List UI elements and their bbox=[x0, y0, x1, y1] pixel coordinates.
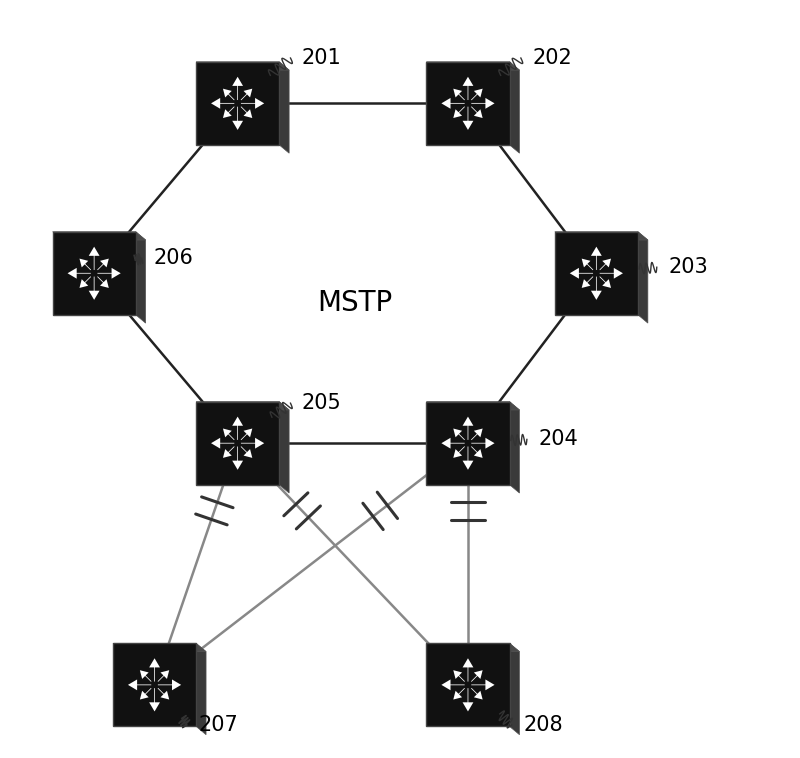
FancyArrow shape bbox=[79, 277, 91, 288]
Polygon shape bbox=[196, 402, 289, 410]
FancyArrow shape bbox=[89, 246, 99, 270]
FancyArrow shape bbox=[442, 98, 465, 108]
FancyArrow shape bbox=[232, 417, 243, 440]
Polygon shape bbox=[638, 232, 648, 323]
FancyArrow shape bbox=[471, 106, 482, 118]
FancyArrow shape bbox=[599, 258, 611, 270]
FancyArrow shape bbox=[211, 438, 234, 449]
FancyArrow shape bbox=[442, 679, 465, 691]
FancyArrow shape bbox=[211, 98, 234, 108]
FancyArrow shape bbox=[223, 446, 234, 458]
FancyArrow shape bbox=[570, 268, 593, 279]
FancyArrow shape bbox=[158, 679, 181, 691]
FancyArrow shape bbox=[241, 98, 264, 108]
FancyArrow shape bbox=[97, 258, 109, 270]
FancyArrow shape bbox=[454, 428, 465, 440]
FancyBboxPatch shape bbox=[196, 62, 279, 145]
Text: 204: 204 bbox=[538, 430, 578, 449]
FancyArrow shape bbox=[454, 688, 465, 700]
FancyArrow shape bbox=[241, 438, 264, 449]
FancyArrow shape bbox=[471, 670, 482, 681]
FancyArrow shape bbox=[158, 670, 170, 681]
FancyArrow shape bbox=[471, 446, 482, 458]
Polygon shape bbox=[555, 232, 648, 240]
FancyArrow shape bbox=[454, 670, 465, 681]
Text: 202: 202 bbox=[532, 48, 572, 68]
FancyArrow shape bbox=[462, 658, 474, 681]
FancyArrow shape bbox=[232, 77, 243, 100]
FancyArrow shape bbox=[462, 446, 474, 470]
FancyArrow shape bbox=[454, 446, 465, 458]
Polygon shape bbox=[136, 232, 146, 323]
Polygon shape bbox=[510, 62, 519, 153]
FancyArrow shape bbox=[89, 277, 99, 300]
FancyArrow shape bbox=[232, 107, 243, 130]
FancyArrow shape bbox=[600, 268, 623, 279]
FancyArrow shape bbox=[140, 670, 151, 681]
FancyArrow shape bbox=[462, 688, 474, 712]
FancyArrow shape bbox=[582, 258, 594, 270]
FancyArrow shape bbox=[471, 428, 482, 440]
FancyArrow shape bbox=[149, 658, 160, 681]
Text: 207: 207 bbox=[198, 715, 238, 735]
FancyArrow shape bbox=[97, 277, 109, 288]
FancyArrow shape bbox=[471, 438, 494, 449]
FancyArrow shape bbox=[223, 428, 234, 440]
FancyBboxPatch shape bbox=[555, 232, 638, 315]
FancyArrow shape bbox=[582, 277, 594, 288]
FancyArrow shape bbox=[454, 89, 465, 100]
Polygon shape bbox=[196, 644, 206, 735]
FancyArrow shape bbox=[442, 438, 465, 449]
FancyArrow shape bbox=[158, 688, 170, 700]
Polygon shape bbox=[196, 62, 289, 70]
FancyArrow shape bbox=[232, 446, 243, 470]
FancyArrow shape bbox=[79, 258, 91, 270]
Polygon shape bbox=[279, 62, 289, 153]
FancyArrow shape bbox=[140, 688, 151, 700]
FancyArrow shape bbox=[241, 428, 252, 440]
FancyArrow shape bbox=[591, 246, 602, 270]
FancyBboxPatch shape bbox=[426, 402, 510, 484]
FancyArrow shape bbox=[471, 89, 482, 100]
FancyBboxPatch shape bbox=[113, 644, 196, 726]
FancyBboxPatch shape bbox=[426, 644, 510, 726]
FancyArrow shape bbox=[462, 417, 474, 440]
Text: 203: 203 bbox=[668, 257, 708, 277]
FancyArrow shape bbox=[241, 89, 252, 100]
Polygon shape bbox=[426, 644, 519, 652]
FancyArrow shape bbox=[149, 688, 160, 712]
FancyArrow shape bbox=[471, 688, 482, 700]
FancyArrow shape bbox=[128, 679, 151, 691]
FancyArrow shape bbox=[241, 446, 252, 458]
FancyArrow shape bbox=[471, 98, 494, 108]
FancyBboxPatch shape bbox=[426, 62, 510, 145]
FancyArrow shape bbox=[591, 277, 602, 300]
Polygon shape bbox=[113, 644, 206, 652]
FancyArrow shape bbox=[223, 89, 234, 100]
FancyArrow shape bbox=[462, 107, 474, 130]
Text: 206: 206 bbox=[153, 248, 193, 268]
Text: 201: 201 bbox=[302, 48, 342, 68]
FancyBboxPatch shape bbox=[53, 232, 136, 315]
FancyArrow shape bbox=[462, 77, 474, 100]
Text: 208: 208 bbox=[523, 715, 562, 735]
Polygon shape bbox=[426, 402, 519, 410]
FancyArrow shape bbox=[67, 268, 91, 279]
FancyBboxPatch shape bbox=[196, 402, 279, 484]
FancyArrow shape bbox=[98, 268, 121, 279]
FancyArrow shape bbox=[454, 106, 465, 118]
Polygon shape bbox=[53, 232, 146, 240]
FancyArrow shape bbox=[241, 106, 252, 118]
Polygon shape bbox=[510, 644, 519, 735]
Text: 205: 205 bbox=[302, 393, 342, 413]
Polygon shape bbox=[426, 62, 519, 70]
Text: MSTP: MSTP bbox=[317, 290, 392, 318]
Polygon shape bbox=[510, 402, 519, 493]
FancyArrow shape bbox=[599, 277, 611, 288]
FancyArrow shape bbox=[223, 106, 234, 118]
Polygon shape bbox=[279, 402, 289, 493]
FancyArrow shape bbox=[471, 679, 494, 691]
